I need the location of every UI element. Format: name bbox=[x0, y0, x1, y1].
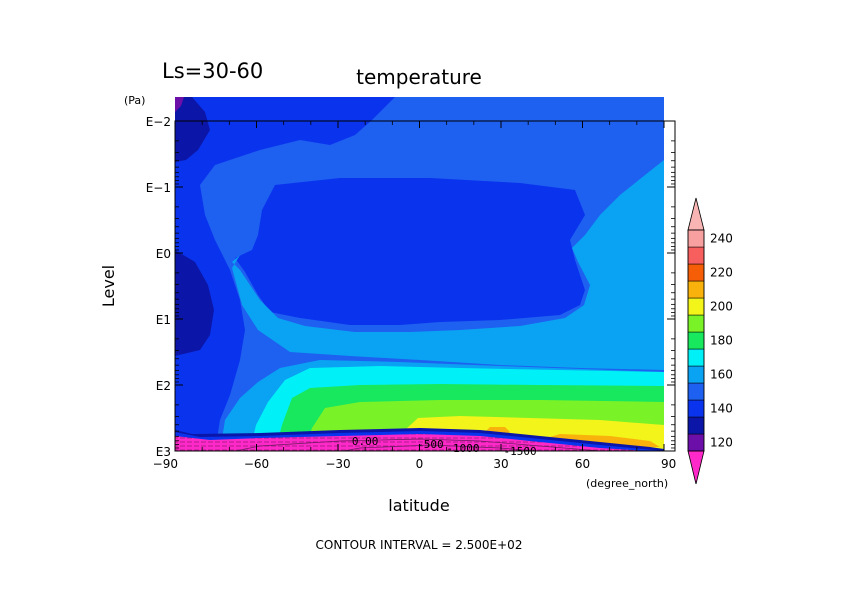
x-unit: (degree_north) bbox=[586, 477, 668, 490]
period-label: Ls=30-60 bbox=[162, 59, 263, 83]
fill-210 bbox=[485, 427, 660, 447]
plot-frame bbox=[174, 120, 676, 452]
fill-130-left-lower bbox=[175, 250, 214, 356]
colorbar-segment bbox=[687, 314, 705, 333]
x-tick-label: −90 bbox=[153, 457, 178, 471]
contour-line bbox=[233, 438, 605, 451]
contour-line bbox=[341, 444, 541, 451]
colorbar-segment bbox=[687, 365, 705, 384]
colorbar-segment bbox=[687, 433, 705, 452]
x-axis-ticks: −90 −60 −30 0 30 60 90 bbox=[153, 121, 676, 471]
y-tick-label: E1 bbox=[156, 313, 171, 327]
y-tick-label: E−2 bbox=[146, 115, 171, 129]
fill-160-right bbox=[232, 160, 664, 370]
y-axis-ticks: E−2 E−1 E0 E1 E2 E3 bbox=[146, 115, 675, 459]
y-tick-label: E−1 bbox=[146, 181, 171, 195]
colorbar-segment bbox=[687, 416, 705, 435]
colorbar-segment bbox=[687, 348, 705, 367]
colorbar-segment bbox=[687, 382, 705, 401]
x-tick-label: 90 bbox=[661, 457, 676, 471]
colorbar-tick-label: 180 bbox=[710, 334, 733, 348]
x-tick-label: 0 bbox=[416, 457, 424, 471]
contour-labels: 0.00 -500 -1000 -1500 bbox=[352, 435, 537, 458]
colorbar: 120 140 160 180 200 220 240 bbox=[687, 197, 733, 485]
colorbar-segment bbox=[687, 280, 705, 299]
fill-under-hatched bbox=[175, 434, 648, 451]
colorbar-tick-label: 140 bbox=[710, 402, 733, 416]
contour-label: 0.00 bbox=[352, 435, 379, 448]
contour-label: -1500 bbox=[503, 445, 536, 458]
y-tick-label: E3 bbox=[156, 445, 171, 459]
colorbar-segment bbox=[687, 297, 705, 316]
colorbar-segment bbox=[687, 331, 705, 350]
fill-140-core bbox=[235, 178, 585, 325]
fill-130-left bbox=[175, 97, 210, 162]
contour-interval-note: CONTOUR INTERVAL = 2.500E+02 bbox=[316, 538, 523, 552]
colorbar-tick-label: 120 bbox=[710, 436, 733, 450]
plot-area bbox=[175, 97, 664, 451]
x-axis-label: latitude bbox=[388, 496, 449, 515]
colorbar-tick-label: 160 bbox=[710, 368, 733, 382]
y-axis-label: Level bbox=[99, 265, 118, 307]
y-tick-label: E2 bbox=[156, 379, 171, 393]
fill-120-corner bbox=[175, 97, 184, 112]
x-tick-label: 60 bbox=[575, 457, 590, 471]
x-tick-label: −30 bbox=[325, 457, 350, 471]
colorbar-frame bbox=[687, 229, 705, 452]
x-tick-label: 30 bbox=[493, 457, 508, 471]
colorbar-tick-label: 220 bbox=[710, 266, 733, 280]
axis-minor-ticks bbox=[175, 121, 675, 451]
colorbar-tick-label: 240 bbox=[710, 232, 733, 246]
colorbar-segment bbox=[687, 399, 705, 418]
colorbar-over-triangle bbox=[687, 197, 705, 231]
x-tick-label: −60 bbox=[244, 457, 269, 471]
chart-title: temperature bbox=[356, 65, 482, 89]
colorbar-segment bbox=[687, 246, 705, 265]
y-unit: (Pa) bbox=[124, 94, 145, 107]
colorbar-tick-label: 200 bbox=[710, 300, 733, 314]
colorbar-under-triangle bbox=[687, 450, 705, 485]
colorbar-segment bbox=[687, 229, 705, 248]
y-tick-label: E0 bbox=[156, 247, 171, 261]
contour-label: -1000 bbox=[446, 442, 479, 455]
colorbar-segment bbox=[687, 263, 705, 282]
contour-label: -500 bbox=[417, 438, 444, 451]
